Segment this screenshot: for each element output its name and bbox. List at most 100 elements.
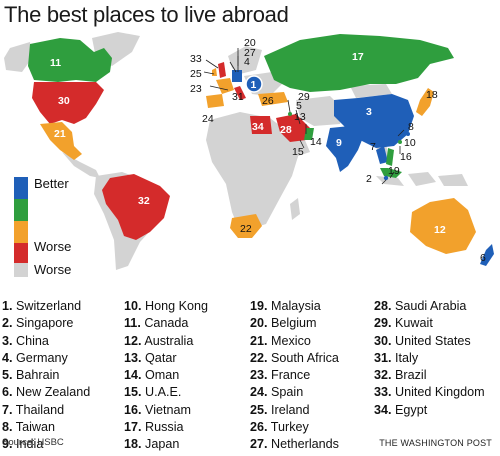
ranking-country: Netherlands	[271, 437, 339, 452]
ranking-item: 24. Spain	[250, 384, 339, 401]
ranking-number: 29.	[374, 316, 392, 331]
country-kuwait	[288, 112, 292, 116]
country-united-states	[32, 82, 104, 124]
world-map: 1 2 3 4 5 6 7 8 9 10 11 12 13 14 15 16 1…	[4, 32, 494, 270]
country-italy	[234, 86, 246, 100]
country-oman	[304, 128, 314, 140]
ranking-country: Mexico	[271, 333, 311, 348]
ranking-country: Russia	[145, 420, 184, 435]
ranking-item: 23. France	[250, 367, 339, 384]
map-label-25: 25	[190, 68, 202, 80]
ranking-item: 7. Thailand	[2, 402, 90, 419]
map-label-26: 26	[262, 95, 274, 107]
map-title: The best places to live abroad	[4, 2, 289, 27]
ranking-country: Germany	[16, 350, 68, 365]
ranking-item: 29. Kuwait	[374, 315, 485, 332]
country-thailand	[376, 146, 388, 164]
ranking-number: 2.	[2, 316, 13, 331]
ranking-country: Brazil	[395, 368, 427, 383]
map-label-22: 22	[240, 223, 252, 235]
country-turkey	[258, 92, 288, 106]
country-united-kingdom	[218, 62, 226, 78]
ranking-number: 14.	[124, 368, 142, 383]
ranking-number: 9.	[2, 437, 13, 452]
leader-lines	[203, 48, 405, 185]
ranking-number: 18.	[124, 437, 142, 452]
rankings-col-4: 28. Saudi Arabia 29. Kuwait 30. United Sta…	[374, 298, 485, 419]
country-spain	[206, 94, 224, 108]
ranking-number: 28.	[374, 299, 392, 313]
country-canada	[28, 38, 112, 82]
country-brazil	[102, 174, 170, 240]
legend-swatch-orange	[14, 221, 28, 243]
map-label-9: 9	[336, 137, 342, 149]
ranking-country: Bahrain	[16, 368, 60, 383]
ranking-country: Italy	[395, 350, 419, 365]
ranking-item: 28. Saudi Arabia	[374, 298, 485, 315]
ranking-country: Canada	[144, 316, 189, 331]
map-label-7: 7	[370, 141, 376, 153]
ranking-number: 32.	[374, 368, 392, 383]
ranking-country: Kuwait	[395, 316, 433, 331]
legend-swatch-gray	[14, 263, 28, 277]
country-india	[326, 126, 362, 172]
ranking-item: 21. Mexico	[250, 333, 339, 350]
country-vietnam	[386, 148, 394, 166]
map-label-18: 18	[426, 89, 438, 101]
ranking-number: 7.	[2, 402, 13, 417]
legend-label-better: Better	[34, 176, 69, 191]
ranking-item: 9. India	[2, 436, 90, 453]
map-label-23: 23	[190, 83, 202, 95]
ranking-item: 8. Taiwan	[2, 419, 90, 436]
ranking-item: 30. United States	[374, 333, 485, 350]
ranking-number: 12.	[124, 333, 142, 348]
map-label-32: 32	[138, 195, 150, 207]
ranking-item: 15. U.A.E.	[124, 384, 208, 401]
ranking-country: China	[16, 333, 49, 348]
ranking-country: United Kingdom	[395, 385, 485, 400]
ranking-number: 33.	[374, 385, 392, 400]
ranking-item: 22. South Africa	[250, 350, 339, 367]
map-label-1: 1	[251, 79, 257, 91]
map-label-12: 12	[434, 224, 446, 236]
ranking-country: Thailand	[15, 402, 65, 417]
ranking-country: Malaysia	[271, 299, 321, 313]
ranking-number: 8.	[2, 420, 13, 435]
ranking-item: 6. New Zealand	[2, 384, 90, 401]
map-label-15: 15	[292, 146, 304, 158]
ranking-number: 26.	[250, 420, 268, 435]
rankings-col-2: 10. Hong Kong 11. Canada 12. Australia 13. …	[124, 298, 208, 454]
ranking-number: 13.	[124, 350, 142, 365]
country-egypt	[250, 116, 272, 134]
ranking-number: 21.	[250, 333, 268, 348]
ranking-number: 1.	[2, 299, 13, 313]
map-label-33: 33	[190, 53, 202, 65]
ranking-country: U.A.E.	[145, 385, 182, 400]
ranking-number: 5.	[2, 368, 13, 383]
country-south-africa	[230, 214, 262, 238]
country-russia	[264, 34, 454, 92]
ranking-country: Vietnam	[145, 402, 191, 417]
ranking-item: 12. Australia	[124, 333, 208, 350]
ranking-number: 20.	[250, 316, 268, 331]
country-ireland	[212, 68, 217, 76]
ranking-item: 14. Oman	[124, 367, 208, 384]
ranking-country: South Africa	[271, 350, 339, 365]
map-label-19: 19	[388, 165, 400, 177]
ranking-country: Taiwan	[15, 420, 55, 435]
rankings-col-1: 1. Switzerland 2. Singapore 3. China 4. Ger…	[2, 298, 90, 454]
country-malaysia	[380, 168, 402, 178]
ranking-country: Ireland	[271, 402, 310, 417]
country-taiwan	[406, 132, 410, 136]
switzerland-marker	[245, 75, 263, 93]
ranking-country: New Zealand	[16, 385, 91, 400]
source-note: Source: HSBC	[2, 437, 64, 448]
ranking-number: 11.	[124, 316, 141, 331]
map-label-24: 24	[202, 113, 214, 125]
ranking-item: 10. Hong Kong	[124, 298, 208, 315]
ranking-number: 17.	[124, 420, 142, 435]
ranking-number: 25.	[250, 402, 268, 417]
legend-swatch-blue	[14, 177, 28, 199]
ranking-country: Saudi Arabia	[395, 299, 467, 313]
country-mexico	[40, 122, 82, 160]
